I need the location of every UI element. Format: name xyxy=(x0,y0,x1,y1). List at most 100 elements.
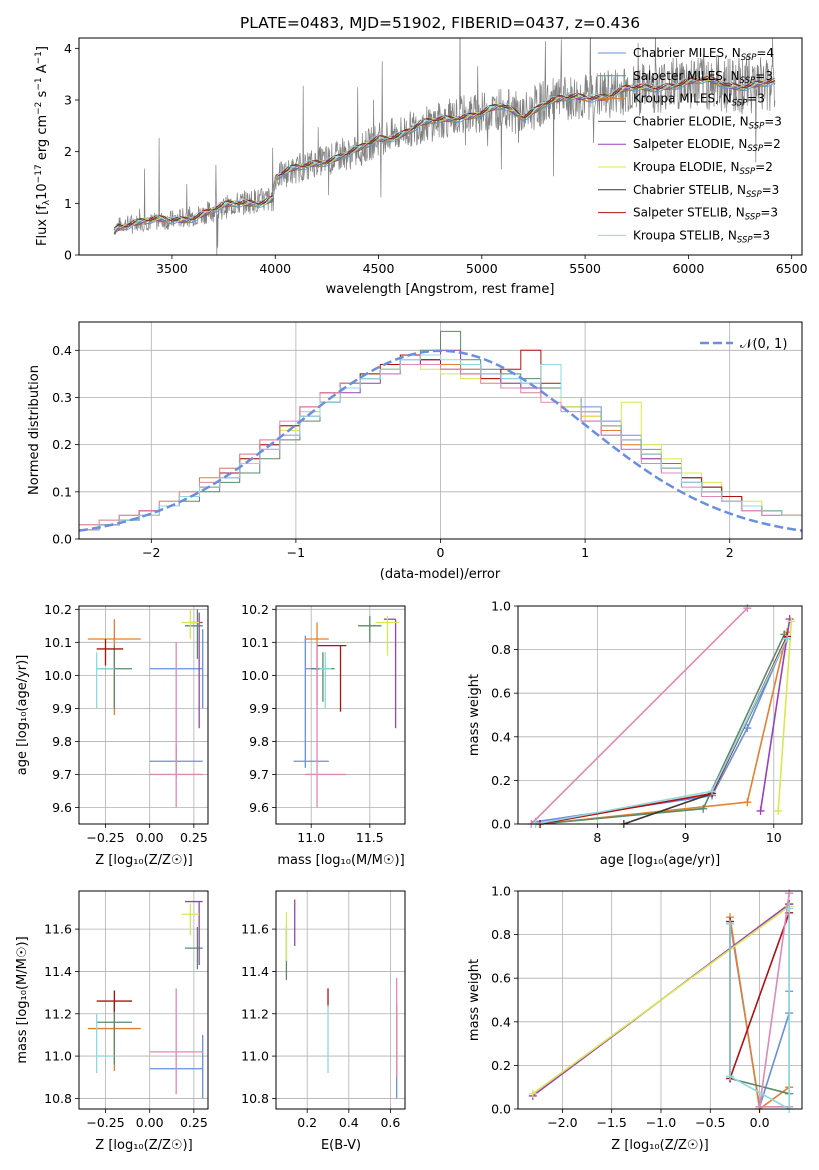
z-age-marks xyxy=(79,606,208,824)
weight-marker xyxy=(726,1072,735,1081)
y-tick-label: 9.6 xyxy=(52,800,72,815)
y-tick-label: 1 xyxy=(64,196,72,211)
histogram-legend: 𝒩(0, 1) xyxy=(700,337,787,352)
x-tick-label: 8 xyxy=(593,830,601,845)
z-age-frame xyxy=(78,605,209,825)
weight-marker xyxy=(785,904,794,913)
spectrum-panel: PLATE=0483, MJD=51902, FIBERID=0437, z=0… xyxy=(34,14,808,297)
legend-entry: Kroupa STELIB, NSSP=3 xyxy=(633,228,770,245)
z-age-x-label: Z [log₁₀(Z/Z☉)] xyxy=(95,853,192,868)
spectrum-ticks: 3500 4000 4500 5000 5500 6000 6500 0 1 2 3 4 xyxy=(64,41,808,276)
histogram-ticks: −2 −1 0 1 2 0.0 0.1 0.2 0.3 0.4 xyxy=(52,343,734,560)
weight-series-line xyxy=(532,905,790,1095)
x-tick-label: 11.0 xyxy=(297,830,325,845)
mass-age-ticks: 11.0 11.5 9.6 9.7 9.8 9.9 10.0 10.1 10.2 xyxy=(241,602,384,845)
x-tick-label: −0.25 xyxy=(86,830,124,845)
x-tick-label: 0.25 xyxy=(180,830,208,845)
y-tick-label: 10.2 xyxy=(44,602,72,617)
x-tick-label: 0.4 xyxy=(339,1115,359,1130)
ebv-mass-frame xyxy=(275,890,406,1110)
weight-marker xyxy=(756,806,765,815)
x-tick-label: 6000 xyxy=(672,261,704,276)
mass-age-panel: 11.0 11.5 9.6 9.7 9.8 9.9 10.0 10.1 10.2 mass [l… xyxy=(241,602,406,868)
x-tick-label: 5500 xyxy=(569,261,601,276)
y-tick-label: 11.6 xyxy=(44,922,72,937)
x-tick-label: 10 xyxy=(766,830,782,845)
x-tick-label: 0.0 xyxy=(750,1115,770,1130)
weight-marker xyxy=(787,617,796,626)
y-tick-label: 11.2 xyxy=(241,1006,269,1021)
histogram-step-line xyxy=(79,354,802,531)
x-tick-label: 1 xyxy=(581,545,589,560)
x-tick-label: 5000 xyxy=(466,261,498,276)
y-tick-label: 10.0 xyxy=(241,668,269,683)
x-tick-label: −0.5 xyxy=(695,1115,725,1130)
spectrum-legend: Chabrier MILES, NSSP=4 Salpeter MILES, NS… xyxy=(598,46,782,245)
age-weight-marks xyxy=(518,604,802,828)
legend-entry: Salpeter ELODIE, NSSP=2 xyxy=(633,137,781,154)
weight-marker xyxy=(774,806,783,815)
y-tick-label: 0.8 xyxy=(491,642,511,657)
z-age-y-label: age [log₁₀(age/yr)] xyxy=(15,655,30,776)
z-age-panel: −0.25 0.00 0.25 9.6 9.7 9.8 9.9 10.0 10.1 10.2 Z … xyxy=(15,602,209,868)
legend-entry: Chabrier ELODIE, NSSP=3 xyxy=(633,114,782,131)
model-spectrum-line xyxy=(113,77,776,232)
y-tick-label: 11.0 xyxy=(241,1049,269,1064)
z-weight-panel: −2.0 −1.5 −1.0 −0.5 0.0 0.0 0.2 0.4 0.6 0.8 1.0 Z … xyxy=(467,884,803,1153)
model-spectrum-line xyxy=(113,78,776,232)
x-tick-label: 0.6 xyxy=(380,1115,400,1130)
y-tick-label: 9.6 xyxy=(249,800,269,815)
y-tick-label: 11.4 xyxy=(44,964,72,979)
legend-entry: Chabrier MILES, NSSP=4 xyxy=(633,46,774,63)
y-tick-label: 0.6 xyxy=(491,686,511,701)
x-tick-label: −1.5 xyxy=(597,1115,627,1130)
y-tick-label: 9.7 xyxy=(52,767,72,782)
x-tick-label: 9 xyxy=(682,830,690,845)
weight-series-line xyxy=(729,908,790,1111)
mass-age-frame xyxy=(275,605,406,825)
x-tick-label: 4000 xyxy=(259,261,291,276)
y-tick-label: 0.6 xyxy=(491,971,511,986)
x-tick-label: −0.25 xyxy=(86,1115,124,1130)
model-spectrum-line xyxy=(113,74,776,229)
y-tick-label: 1.0 xyxy=(491,884,511,899)
weight-marker xyxy=(699,804,708,813)
weight-marker xyxy=(743,798,752,807)
legend-entry: 𝒩(0, 1) xyxy=(740,337,787,352)
y-tick-label: 0.2 xyxy=(491,1058,511,1073)
ebv-mass-panel: 0.2 0.4 0.6 10.8 11.0 11.2 11.4 11.6 E(B-V) xyxy=(241,890,406,1153)
z-weight-ticks: −2.0 −1.5 −1.0 −0.5 0.0 0.0 0.2 0.4 0.6 0.8 1.0 xyxy=(491,884,769,1131)
spectrum-marks xyxy=(113,38,776,255)
x-tick-label: 0 xyxy=(437,545,445,560)
weight-marker xyxy=(528,1089,537,1098)
y-tick-label: 0.2 xyxy=(52,437,72,452)
y-tick-label: 1.0 xyxy=(491,599,511,614)
z-mass-panel: −0.25 0.00 0.25 10.8 11.0 11.2 11.4 11.6 Z [log… xyxy=(15,890,209,1153)
y-tick-label: 10.0 xyxy=(44,668,72,683)
x-tick-label: 4500 xyxy=(363,261,395,276)
z-weight-marks xyxy=(518,889,802,1113)
legend-entry: Salpeter MILES, NSSP=3 xyxy=(633,69,773,86)
x-tick-label: 6500 xyxy=(776,261,808,276)
histogram-marks xyxy=(79,322,802,540)
y-tick-label: 9.8 xyxy=(249,734,269,749)
x-tick-label: 0.25 xyxy=(180,1115,208,1130)
histogram-x-label: (data-model)/error xyxy=(380,567,501,582)
x-tick-label: 0.00 xyxy=(136,1115,164,1130)
z-mass-ticks: −0.25 0.00 0.25 10.8 11.0 11.2 11.4 11.6 xyxy=(44,922,208,1130)
ebv-mass-marks xyxy=(276,891,405,1109)
legend-entry: Kroupa ELODIE, NSSP=2 xyxy=(633,160,773,177)
x-tick-label: 11.5 xyxy=(356,830,384,845)
spectrum-y-label: Flux [fλ10−17 erg cm−2 s−1 A−1] xyxy=(34,46,52,246)
y-tick-label: 11.0 xyxy=(44,1049,72,1064)
mass-age-x-label: mass [log₁₀(M/M☉)] xyxy=(277,853,404,868)
spectrum-x-label: wavelength [Angstrom, rest frame] xyxy=(326,282,555,297)
x-tick-label: −1.0 xyxy=(646,1115,676,1130)
ebv-mass-ticks: 0.2 0.4 0.6 10.8 11.0 11.2 11.4 11.6 xyxy=(241,922,400,1130)
z-mass-y-label: mass [log₁₀(M/M☉)] xyxy=(15,936,30,1063)
y-tick-label: 3 xyxy=(64,93,72,108)
histogram-y-label: Normed distribution xyxy=(27,365,42,495)
y-tick-label: 10.8 xyxy=(44,1091,72,1106)
z-age-ticks: −0.25 0.00 0.25 9.6 9.7 9.8 9.9 10.0 10.1 10.2 xyxy=(44,602,208,845)
